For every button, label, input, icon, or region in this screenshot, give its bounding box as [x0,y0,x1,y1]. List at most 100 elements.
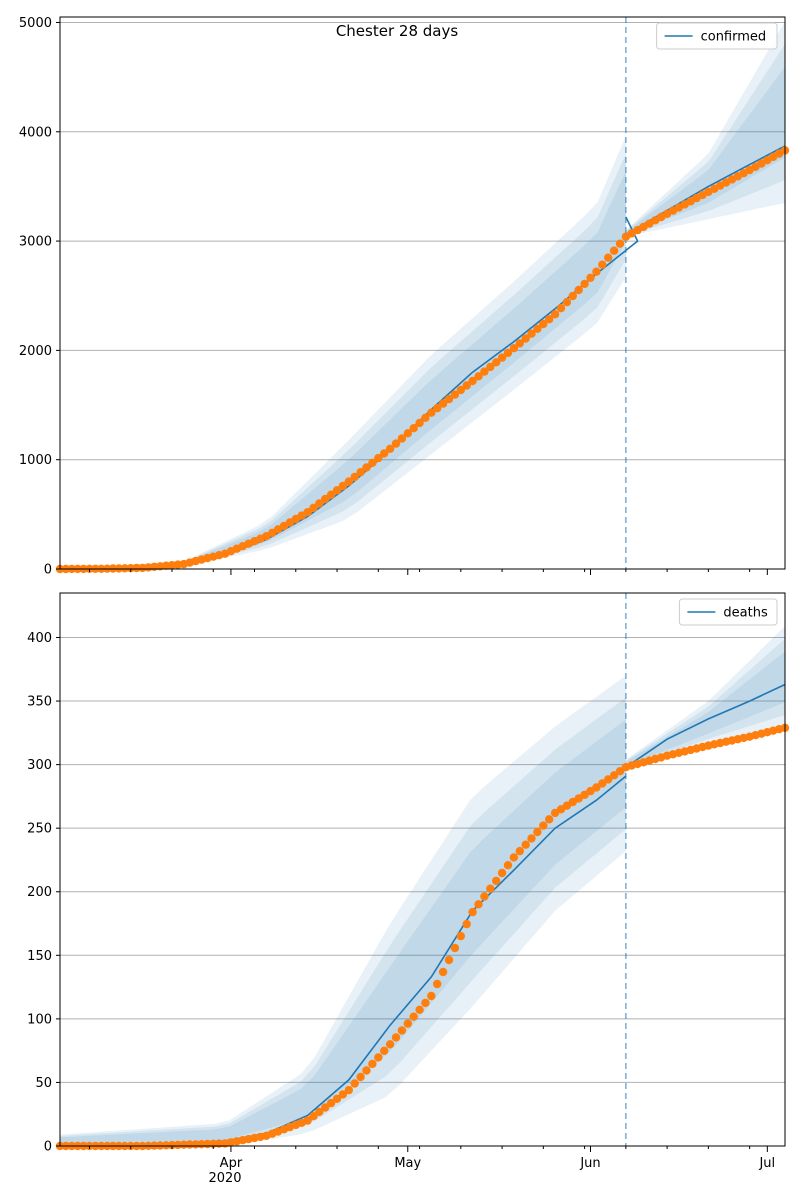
uncertainty-band [60,719,626,1144]
observed-point [480,367,489,376]
uncertainty-band [625,21,785,237]
observed-point [468,376,477,386]
observed-point [497,868,507,878]
observed-point [462,919,471,929]
observed-point [356,1072,365,1082]
observed-point [521,840,530,849]
observed-point [598,779,607,788]
observed-point [356,468,365,477]
observed-point [350,1079,359,1088]
observed-point [368,458,377,467]
observed-point [332,1094,342,1104]
observed-point [120,564,129,573]
observed-point [438,967,448,977]
legend-box [678,598,778,626]
y-tick-label: 1000 [19,453,52,468]
uncertainty-band [625,651,785,767]
observed-point [421,998,430,1008]
observed-point [173,1140,183,1150]
x-tick-label: Jul [758,1156,775,1171]
observed-point [385,1040,395,1049]
y-tick-label: 400 [27,631,52,646]
uncertainty-band [60,675,626,1146]
y-tick-label: 0 [44,563,52,578]
y-tick-label: 250 [27,822,52,837]
y-tick-label: 0 [44,1140,52,1155]
observed-point [315,1107,324,1117]
chart-title: Chester 28 days [336,22,459,40]
observed-point [433,404,442,413]
observed-point [592,783,601,792]
uncertainty-band [625,66,785,236]
y-tick-label: 4000 [19,125,52,140]
y-tick-label: 2000 [19,344,52,359]
observed-point [161,1141,171,1150]
observed-point [385,444,395,453]
y-tick-label: 3000 [19,235,52,250]
observed-point [450,390,460,399]
observed-point [362,463,371,472]
observed-point [326,1098,336,1108]
observed-point [539,319,548,329]
observed-point [580,279,589,289]
observed-point [303,1116,312,1125]
observed-point [344,477,353,486]
observed-point [604,775,613,784]
observed-point [344,1085,353,1095]
observed-point [550,310,560,319]
legend-label: confirmed [701,30,767,45]
observed-point [444,394,454,404]
x-tick-label: May [394,1156,421,1171]
uncertainty-band [625,44,785,236]
observed-point [456,931,465,941]
observed-point [303,508,312,517]
x-year-label: 2020 [208,1171,241,1186]
observed-point [374,453,383,463]
observed-point [474,372,483,381]
observed-point [309,1112,318,1121]
observed-point [527,834,536,843]
y-tick-label: 5000 [19,16,52,31]
observed-point [592,267,601,276]
x-tick-label: Apr [220,1156,243,1171]
observed-point [468,907,477,917]
observed-point [480,892,489,901]
observed-point [539,821,548,830]
observed-point [374,1053,383,1062]
observed-point [438,399,448,408]
y-tick-label: 200 [27,885,52,900]
observed-point [474,900,483,909]
observed-point [456,385,465,395]
observed-point [415,418,424,428]
observed-point [338,1090,348,1099]
observed-point [409,424,418,433]
observed-point [497,353,507,362]
observed-point [321,494,330,504]
observed-point [114,564,124,573]
observed-point [486,884,495,893]
observed-point [132,563,141,573]
observed-point [586,273,595,282]
observed-point [521,334,530,343]
observed-point [562,297,572,307]
observed-point [326,490,336,499]
y-tick-label: 350 [27,695,52,710]
y-tick-label: 150 [27,949,52,964]
observed-point [515,846,524,856]
observed-point [509,344,519,353]
observed-point [503,348,513,358]
legend-box [656,22,778,50]
observed-point [433,979,442,989]
legend-label: deaths [723,606,768,621]
observed-point [397,434,407,443]
observed-point [503,861,513,870]
observed-point [427,991,436,1001]
observed-point [309,503,318,512]
uncertainty-band [60,697,626,1145]
observed-point [556,304,566,313]
observed-point [409,1012,418,1021]
observed-point [380,1046,389,1056]
y-tick-label: 300 [27,758,52,773]
observed-point [492,358,501,367]
